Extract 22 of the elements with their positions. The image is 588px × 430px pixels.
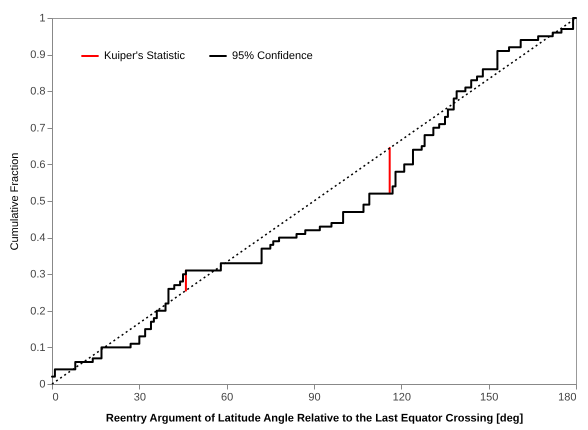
x-tick-label: 120 xyxy=(392,392,412,404)
y-tick-label: 1 xyxy=(39,12,46,24)
y-tick-label: 0.9 xyxy=(30,49,46,62)
y-tick-label: 0.5 xyxy=(30,196,46,208)
x-tick-label: 90 xyxy=(308,392,321,404)
y-tick-label: 0.6 xyxy=(30,158,46,171)
y-axis-title: Cumulative Fraction xyxy=(9,152,22,250)
y-tick-label: 0 xyxy=(39,378,46,390)
legend-label: 95% Confidence xyxy=(232,50,313,62)
x-tick-label: 180 xyxy=(558,392,576,404)
y-tick-label: 0.4 xyxy=(30,232,46,244)
y-tick-label: 0.3 xyxy=(30,268,46,281)
y-tick-label: 0.2 xyxy=(30,305,46,318)
legend-label: Kuiper's Statistic xyxy=(104,50,186,62)
x-tick-label: 0 xyxy=(52,392,59,404)
x-tick-label: 60 xyxy=(221,392,234,404)
x-tick-label: 150 xyxy=(480,392,498,404)
x-axis-title: Reentry Argument of Latitude Angle Relative to the Last Equator Crossing [deg] xyxy=(106,412,524,424)
y-tick-label: 0.7 xyxy=(30,122,46,134)
y-tick-label: 0.8 xyxy=(30,86,46,98)
y-tick-label: 0.1 xyxy=(30,342,46,354)
x-tick-label: 30 xyxy=(134,392,146,404)
